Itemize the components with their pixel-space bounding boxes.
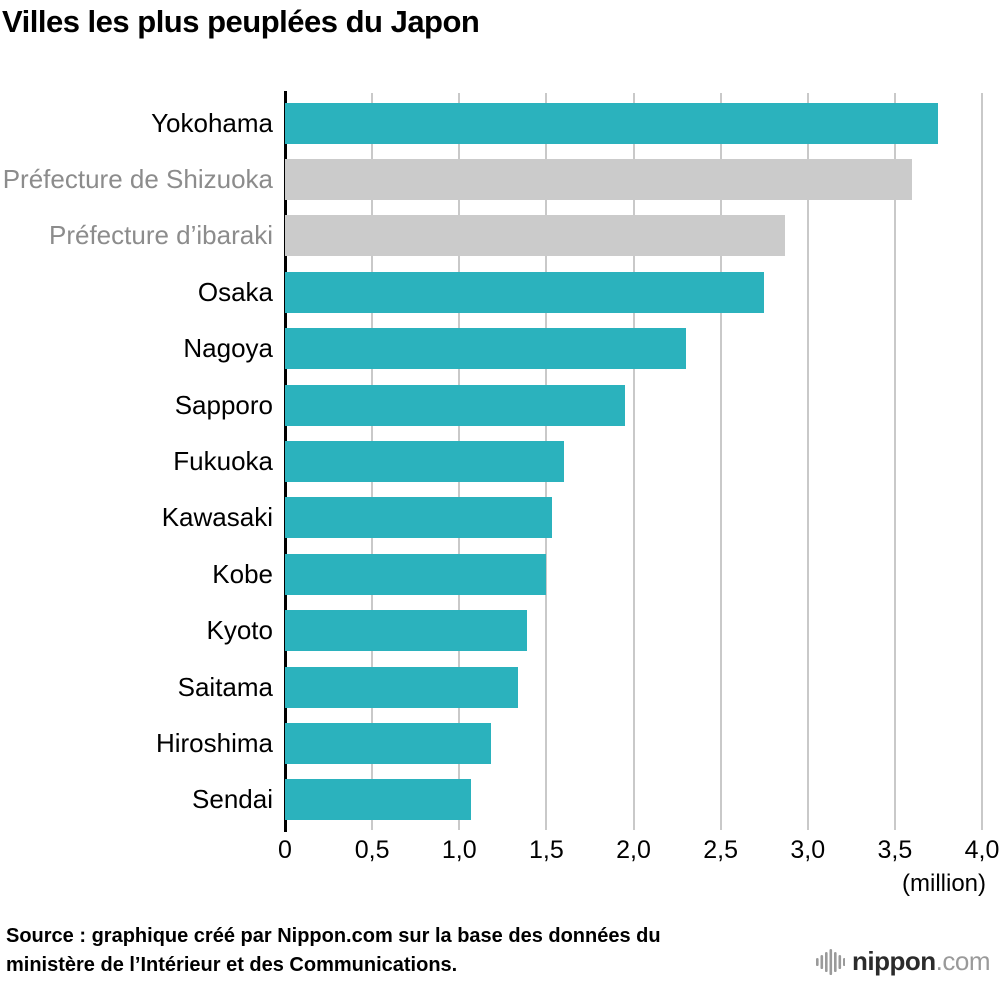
gridline xyxy=(981,93,983,830)
logo-com-text: .com xyxy=(935,946,991,976)
bar-row: Yokohama xyxy=(0,95,1000,151)
bar-label: Kyoto xyxy=(206,615,274,646)
bar-track xyxy=(285,271,982,313)
bar-row: Kawasaki xyxy=(0,490,1000,546)
bar-label: Saitama xyxy=(177,671,273,702)
bar-rows: Yokohama Préfecture de Shizuoka Préfecture… xyxy=(0,95,1000,828)
gridline xyxy=(893,93,896,830)
x-tick-label: 3,5 xyxy=(877,836,913,864)
bar xyxy=(285,722,491,764)
axis-unit-label: (million) xyxy=(902,870,986,897)
gridline xyxy=(806,93,809,830)
x-tick-label: 3,0 xyxy=(790,836,826,864)
bar-label: Osaka xyxy=(197,276,273,307)
x-axis-ticks: 0 0,5 1,0 1,5 2,0 2,5 3,0 3,5 4,0 xyxy=(278,836,999,868)
bar xyxy=(285,497,552,539)
bar xyxy=(285,271,765,313)
bar-label: Sapporo xyxy=(174,389,273,420)
source-text: Source : graphique créé par Nippon.com s… xyxy=(6,922,661,980)
bar-track xyxy=(285,384,982,426)
x-tick-label: 0 xyxy=(278,836,292,864)
bar-row: Kobe xyxy=(0,546,1000,602)
bar xyxy=(285,215,786,257)
x-tick-label: 0,5 xyxy=(354,836,390,864)
bar xyxy=(285,384,625,426)
logo-wordmark: nippon.com xyxy=(852,946,990,977)
nippon-logo: nippon.com xyxy=(815,946,991,977)
bar-track xyxy=(285,779,982,821)
x-tick-label: 1,5 xyxy=(528,836,564,864)
bar-row: Sapporo xyxy=(0,377,1000,433)
bar-row: Osaka xyxy=(0,264,1000,320)
bar xyxy=(285,159,913,201)
bar-track xyxy=(285,328,982,370)
bar-track xyxy=(285,666,982,708)
gridline xyxy=(632,93,635,830)
bar-row: Kyoto xyxy=(0,603,1000,659)
bar xyxy=(285,779,472,821)
bar-row: Préfecture d’ibaraki xyxy=(0,208,1000,264)
bar-label: Préfecture de Shizuoka xyxy=(2,164,273,195)
bar-row: Hiroshima xyxy=(0,715,1000,771)
bar-label: Yokohama xyxy=(151,107,273,138)
bar-label: Hiroshima xyxy=(155,727,273,758)
x-tick-label: 1,0 xyxy=(441,836,477,864)
bar xyxy=(285,441,564,483)
bar-row: Préfecture de Shizuoka xyxy=(0,151,1000,207)
bar-track xyxy=(285,497,982,539)
bar-track xyxy=(285,722,982,764)
bar-track xyxy=(285,441,982,483)
bar xyxy=(285,610,528,652)
source-line-2: ministère de l’Intérieur et des Communic… xyxy=(6,954,458,976)
bar-label: Sendai xyxy=(192,784,273,815)
bar-label: Préfecture d’ibaraki xyxy=(49,220,273,251)
x-tick-label: 2,5 xyxy=(703,836,739,864)
bar-row: Nagoya xyxy=(0,321,1000,377)
bar xyxy=(285,328,686,370)
bar-track xyxy=(285,553,982,595)
bar-track xyxy=(285,159,982,201)
soundwave-icon xyxy=(816,948,846,975)
bar-track xyxy=(285,215,982,257)
bar-row: Sendai xyxy=(0,772,1000,828)
bar xyxy=(285,553,547,595)
x-tick-label: 4,0 xyxy=(964,836,1000,864)
bar xyxy=(285,666,519,708)
chart-title: Villes les plus peuplées du Japon xyxy=(2,4,480,39)
bar-row: Fukuoka xyxy=(0,433,1000,489)
bar-label: Fukuoka xyxy=(173,446,273,477)
x-tick-label: 2,0 xyxy=(616,836,651,864)
bar-label: Nagoya xyxy=(183,333,273,364)
gridline xyxy=(719,93,722,830)
bar-label: Kobe xyxy=(212,558,273,589)
logo-nippon-text: nippon xyxy=(852,946,936,976)
bar xyxy=(285,102,939,144)
chart-area: Yokohama Préfecture de Shizuoka Préfecture… xyxy=(0,91,1000,832)
source-line-1: Source : graphique créé par Nippon.com s… xyxy=(6,925,661,947)
bar-track xyxy=(285,610,982,652)
bar-row: Saitama xyxy=(0,659,1000,715)
bar-label: Kawasaki xyxy=(161,502,273,533)
bar-track xyxy=(285,102,982,144)
